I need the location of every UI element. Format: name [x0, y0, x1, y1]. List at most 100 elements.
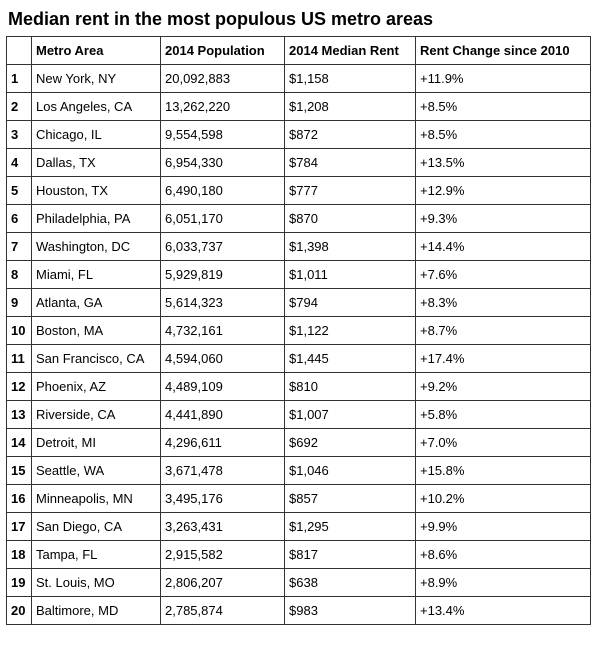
rent-change-cell: +8.7%	[415, 316, 591, 345]
rent-change-cell: +13.5%	[415, 148, 591, 177]
median-rent-cell: $1,007	[284, 400, 416, 429]
rent-change-cell: +14.4%	[415, 232, 591, 261]
population-cell: 2,785,874	[160, 596, 285, 625]
table-row: 15 Seattle, WA 3,671,478 $1,046 +15.8%	[6, 456, 591, 485]
median-rent-cell: $794	[284, 288, 416, 317]
header-row: Metro Area 2014 Population 2014 Median R…	[6, 36, 591, 65]
table-row: 14 Detroit, MI 4,296,611 $692 +7.0%	[6, 428, 591, 457]
rent-change-cell: +8.5%	[415, 92, 591, 121]
metro-area-cell: Washington, DC	[31, 232, 161, 261]
rent-change-cell: +7.0%	[415, 428, 591, 457]
table-row: 4 Dallas, TX 6,954,330 $784 +13.5%	[6, 148, 591, 177]
rent-change-cell: +8.9%	[415, 568, 591, 597]
rent-change-cell: +13.4%	[415, 596, 591, 625]
rank-cell: 8	[6, 260, 32, 289]
median-rent-cell: $1,158	[284, 64, 416, 93]
rent-table: Metro Area 2014 Population 2014 Median R…	[6, 36, 591, 625]
population-cell: 4,489,109	[160, 372, 285, 401]
population-cell: 2,915,582	[160, 540, 285, 569]
population-cell: 2,806,207	[160, 568, 285, 597]
metro-area-cell: Miami, FL	[31, 260, 161, 289]
median-rent-cell: $1,011	[284, 260, 416, 289]
metro-area-cell: Philadelphia, PA	[31, 204, 161, 233]
rank-cell: 19	[6, 568, 32, 597]
median-rent-cell: $784	[284, 148, 416, 177]
rank-cell: 9	[6, 288, 32, 317]
population-cell: 5,929,819	[160, 260, 285, 289]
rank-cell: 1	[6, 64, 32, 93]
population-cell: 6,051,170	[160, 204, 285, 233]
rank-cell: 14	[6, 428, 32, 457]
table-row: 9 Atlanta, GA 5,614,323 $794 +8.3%	[6, 288, 591, 317]
table-row: 20 Baltimore, MD 2,785,874 $983 +13.4%	[6, 596, 591, 625]
median-rent-cell: $810	[284, 372, 416, 401]
median-rent-cell: $872	[284, 120, 416, 149]
median-rent-cell: $1,445	[284, 344, 416, 373]
metro-area-cell: Dallas, TX	[31, 148, 161, 177]
rent-change-cell: +8.3%	[415, 288, 591, 317]
rent-change-cell: +8.5%	[415, 120, 591, 149]
rank-cell: 20	[6, 596, 32, 625]
column-header-metro-area: Metro Area	[31, 36, 161, 65]
table-row: 19 St. Louis, MO 2,806,207 $638 +8.9%	[6, 568, 591, 597]
rent-change-cell: +9.3%	[415, 204, 591, 233]
table-row: 8 Miami, FL 5,929,819 $1,011 +7.6%	[6, 260, 591, 289]
column-header-median-rent: 2014 Median Rent	[284, 36, 416, 65]
metro-area-cell: Riverside, CA	[31, 400, 161, 429]
rent-change-cell: +11.9%	[415, 64, 591, 93]
table-body: 1 New York, NY 20,092,883 $1,158 +11.9% 2 Los …	[6, 64, 591, 625]
rank-cell: 10	[6, 316, 32, 345]
rank-cell: 18	[6, 540, 32, 569]
population-cell: 13,262,220	[160, 92, 285, 121]
metro-area-cell: Tampa, FL	[31, 540, 161, 569]
rent-change-cell: +12.9%	[415, 176, 591, 205]
rank-cell: 11	[6, 344, 32, 373]
table-row: 12 Phoenix, AZ 4,489,109 $810 +9.2%	[6, 372, 591, 401]
median-rent-cell: $1,046	[284, 456, 416, 485]
median-rent-cell: $638	[284, 568, 416, 597]
table-row: 2 Los Angeles, CA 13,262,220 $1,208 +8.5%	[6, 92, 591, 121]
median-rent-cell: $857	[284, 484, 416, 513]
population-cell: 3,263,431	[160, 512, 285, 541]
population-cell: 5,614,323	[160, 288, 285, 317]
rent-change-cell: +9.9%	[415, 512, 591, 541]
metro-area-cell: Detroit, MI	[31, 428, 161, 457]
rent-change-cell: +15.8%	[415, 456, 591, 485]
rank-cell: 15	[6, 456, 32, 485]
rent-change-cell: +9.2%	[415, 372, 591, 401]
rank-cell: 2	[6, 92, 32, 121]
column-header-population: 2014 Population	[160, 36, 285, 65]
metro-area-cell: New York, NY	[31, 64, 161, 93]
column-header-rent-change: Rent Change since 2010	[415, 36, 591, 65]
table-row: 17 San Diego, CA 3,263,431 $1,295 +9.9%	[6, 512, 591, 541]
rank-cell: 17	[6, 512, 32, 541]
rank-cell: 6	[6, 204, 32, 233]
table-row: 6 Philadelphia, PA 6,051,170 $870 +9.3%	[6, 204, 591, 233]
table-row: 10 Boston, MA 4,732,161 $1,122 +8.7%	[6, 316, 591, 345]
metro-area-cell: Seattle, WA	[31, 456, 161, 485]
rent-change-cell: +10.2%	[415, 484, 591, 513]
median-rent-cell: $817	[284, 540, 416, 569]
population-cell: 20,092,883	[160, 64, 285, 93]
rent-change-cell: +8.6%	[415, 540, 591, 569]
metro-area-cell: San Diego, CA	[31, 512, 161, 541]
population-cell: 9,554,598	[160, 120, 285, 149]
metro-area-cell: Phoenix, AZ	[31, 372, 161, 401]
rent-change-cell: +5.8%	[415, 400, 591, 429]
metro-area-cell: San Francisco, CA	[31, 344, 161, 373]
median-rent-cell: $870	[284, 204, 416, 233]
table-row: 18 Tampa, FL 2,915,582 $817 +8.6%	[6, 540, 591, 569]
metro-area-cell: Houston, TX	[31, 176, 161, 205]
metro-area-cell: St. Louis, MO	[31, 568, 161, 597]
rank-cell: 7	[6, 232, 32, 261]
median-rent-cell: $1,208	[284, 92, 416, 121]
table-row: 11 San Francisco, CA 4,594,060 $1,445 +17.4%	[6, 344, 591, 373]
median-rent-cell: $692	[284, 428, 416, 457]
table-title: Median rent in the most populous US metr…	[8, 9, 434, 29]
rent-change-cell: +17.4%	[415, 344, 591, 373]
table-row: 5 Houston, TX 6,490,180 $777 +12.9%	[6, 176, 591, 205]
table-row: 1 New York, NY 20,092,883 $1,158 +11.9%	[6, 64, 591, 93]
table-row: 3 Chicago, IL 9,554,598 $872 +8.5%	[6, 120, 591, 149]
population-cell: 6,490,180	[160, 176, 285, 205]
column-header-rank	[6, 36, 32, 65]
